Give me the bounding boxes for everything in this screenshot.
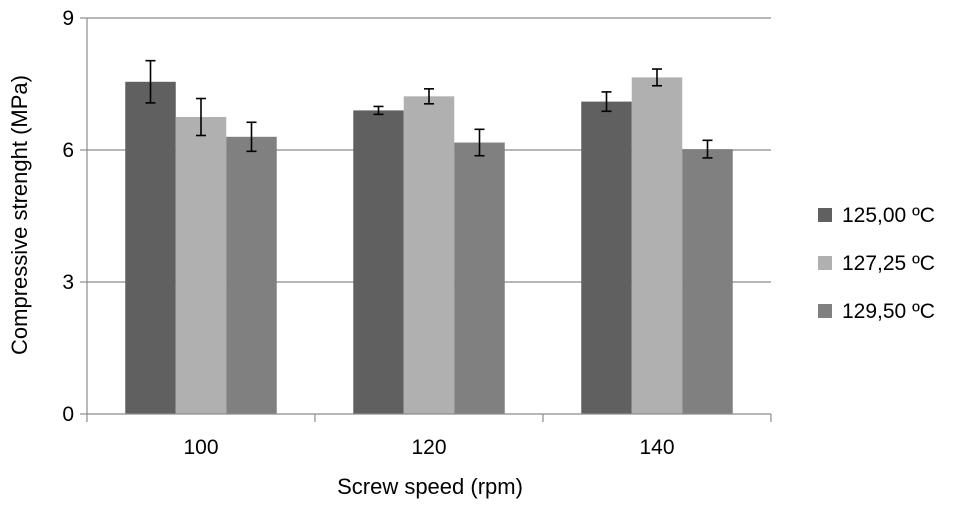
axes	[80, 17, 772, 422]
legend-swatch	[818, 304, 832, 318]
y-tick-label: 3	[62, 271, 74, 294]
bar	[175, 117, 227, 414]
legend-label: 129,50 ºC	[842, 300, 935, 323]
x-tick-label: 140	[639, 436, 674, 459]
y-tick-label: 6	[62, 139, 74, 162]
y-tick-label: 9	[62, 7, 74, 30]
bar	[454, 142, 505, 414]
bar	[682, 149, 733, 414]
error-bars	[145, 59, 713, 159]
y-tick-labels: 0 3 6 9	[62, 7, 74, 426]
x-tick-label: 100	[183, 436, 218, 459]
legend: 125,00 ºC 127,25 ºC 129,50 ºC	[818, 204, 935, 323]
legend-swatch	[818, 256, 832, 270]
bar	[631, 77, 683, 415]
bar	[125, 81, 176, 415]
legend-label: 125,00 ºC	[842, 204, 935, 227]
bar	[226, 136, 277, 415]
bar	[581, 101, 632, 414]
bar	[353, 110, 404, 415]
x-tick-labels: 100 120 140	[183, 436, 674, 459]
x-tick-label: 120	[411, 436, 446, 459]
bar	[403, 96, 455, 414]
x-axis-title: Screw speed (rpm)	[337, 474, 523, 499]
y-axis-title: Compressive strenght (MPa)	[7, 75, 32, 355]
bar-series	[125, 77, 733, 415]
y-tick-label: 0	[62, 403, 74, 426]
legend-label: 127,25 ºC	[842, 252, 935, 275]
legend-swatch	[818, 208, 832, 222]
